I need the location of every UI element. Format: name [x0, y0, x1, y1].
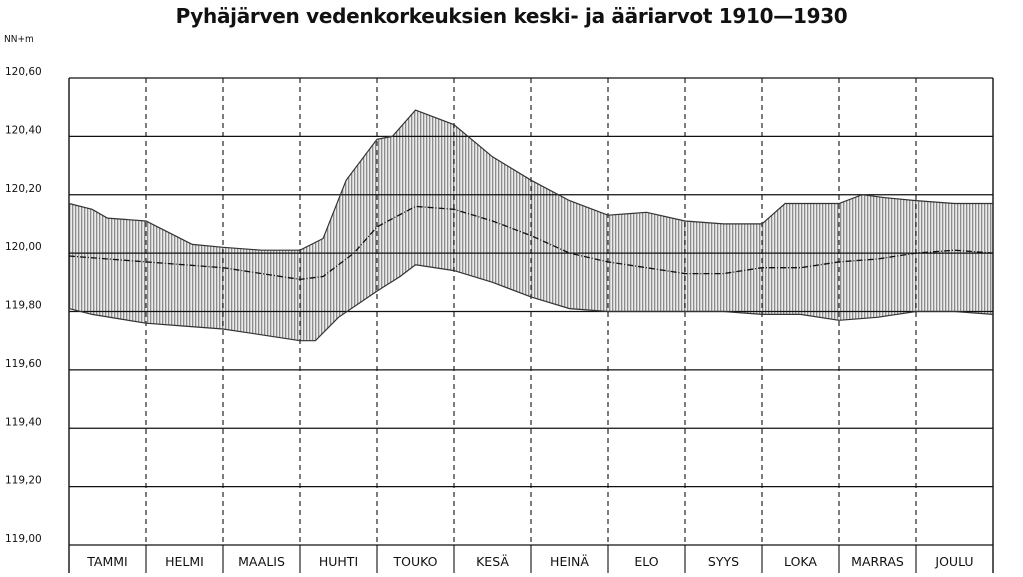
series-mean-line: [68, 205, 994, 281]
month-label: HELMI: [165, 554, 204, 569]
month-label: HEINÄ: [550, 554, 589, 569]
month-label: MARRAS: [851, 554, 904, 569]
month-label: ELO: [634, 554, 658, 569]
series-max-line: [68, 109, 993, 251]
y-axis-unit-label: NN+m: [4, 34, 34, 45]
series-min-line: [68, 264, 994, 342]
month-label: SYYS: [708, 554, 739, 569]
y-tick-label: 119,20: [5, 475, 42, 487]
y-tick-label: 120,60: [5, 66, 42, 78]
y-tick-label: 120,00: [5, 241, 42, 253]
month-label: KESÄ: [476, 554, 509, 569]
y-tick-label: 119,00: [5, 533, 42, 545]
y-tick-label: 120,20: [5, 183, 42, 195]
month-label: TOUKO: [393, 554, 438, 569]
y-tick-label: 119,80: [5, 300, 42, 312]
month-label: HUHTI: [319, 554, 358, 569]
y-tick-label: 120,40: [5, 124, 42, 136]
month-label: JOULU: [934, 554, 973, 569]
y-tick-label: 119,60: [5, 358, 42, 370]
month-label: MAALIS: [238, 554, 285, 569]
month-label: LOKA: [784, 554, 817, 569]
y-tick-label: 119,40: [5, 416, 42, 428]
chart-title: Pyhäjärven vedenkorkeuksien keski- ja ää…: [175, 4, 848, 28]
month-label: TAMMI: [86, 554, 127, 569]
